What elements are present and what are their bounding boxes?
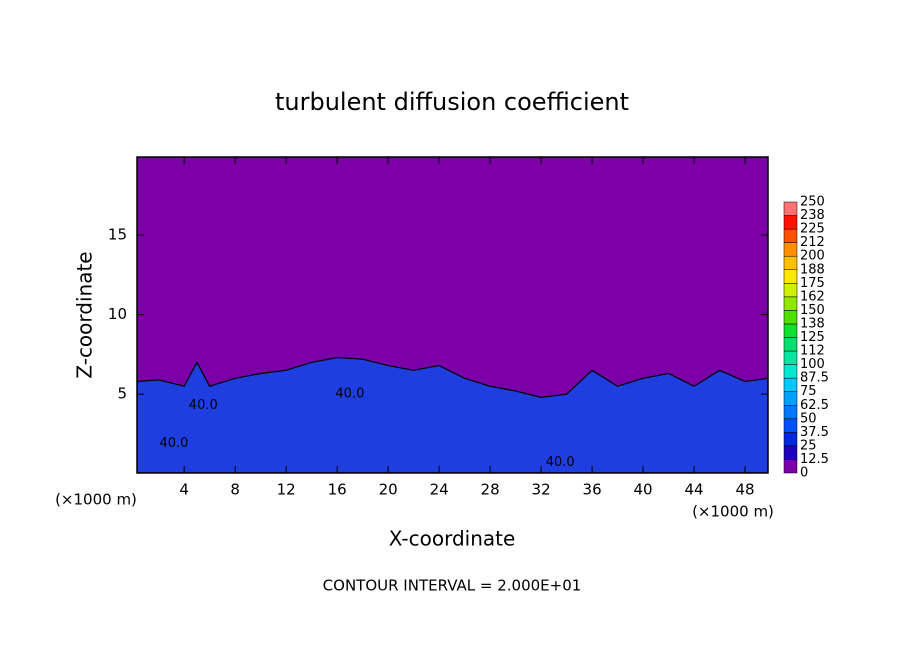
x-tick-label: 28 bbox=[481, 481, 500, 499]
y-tick-label: 15 bbox=[108, 226, 127, 244]
colorbar-label: 87.5 bbox=[800, 371, 829, 386]
contour-label: 40.0 bbox=[546, 455, 575, 470]
colorbar-label: 25 bbox=[800, 438, 817, 453]
x-tick-label: 4 bbox=[179, 481, 189, 499]
x-tick-label: 40 bbox=[634, 481, 653, 499]
colorbar-segment bbox=[783, 459, 798, 474]
colorbar-segment bbox=[783, 255, 798, 271]
x-tick-label: 36 bbox=[583, 481, 602, 499]
contour-label: 40.0 bbox=[159, 436, 188, 451]
colorbar-label: 175 bbox=[800, 276, 825, 291]
colorbar-label: 162 bbox=[800, 289, 825, 304]
colorbar-segment bbox=[783, 337, 798, 352]
y-axis-label: Z-coordinate bbox=[73, 251, 97, 378]
x-tick-label: 44 bbox=[685, 481, 704, 499]
colorbar-label: 75 bbox=[800, 384, 817, 399]
colorbar-segment bbox=[783, 350, 798, 365]
x-tick-label: 16 bbox=[328, 481, 347, 499]
colorbar-label: 100 bbox=[800, 357, 825, 372]
x-tick-label: 48 bbox=[736, 481, 755, 499]
colorbar-label: 12.5 bbox=[800, 452, 829, 467]
colorbar-label: 62.5 bbox=[800, 398, 829, 413]
colorbar-label: 37.5 bbox=[800, 425, 829, 440]
colorbar-segment bbox=[783, 242, 798, 257]
colorbar-label: 200 bbox=[800, 249, 825, 264]
colorbar-label: 225 bbox=[800, 222, 825, 237]
x-unit: (×1000 m) bbox=[55, 491, 137, 509]
colorbar-segment bbox=[783, 310, 798, 325]
x-tick-label: 32 bbox=[532, 481, 551, 499]
colorbar-segment bbox=[783, 432, 798, 447]
contour-label: 40.0 bbox=[335, 387, 364, 402]
colorbar-label: 188 bbox=[800, 262, 825, 277]
colorbar-label: 125 bbox=[800, 330, 825, 345]
colorbar-segment bbox=[783, 445, 798, 460]
colorbar-segment bbox=[783, 405, 798, 420]
chart-title: turbulent diffusion coefficient bbox=[275, 88, 629, 116]
colorbar-label: 112 bbox=[800, 344, 825, 359]
colorbar-label: 138 bbox=[800, 316, 825, 331]
colorbar-label: 238 bbox=[800, 208, 825, 223]
turbulent-layer bbox=[137, 356, 768, 473]
contour-label: 40.0 bbox=[189, 398, 218, 413]
x-tick-label: 20 bbox=[379, 481, 398, 499]
y-tick-label: 10 bbox=[108, 305, 127, 323]
colorbar-label: 50 bbox=[800, 411, 817, 426]
x-unit: (×1000 m) bbox=[692, 503, 774, 521]
x-tick-label: 24 bbox=[430, 481, 449, 499]
colorbar-segment bbox=[783, 269, 798, 284]
colorbar-segment bbox=[783, 364, 798, 379]
colorbar-label: 0 bbox=[800, 466, 808, 481]
y-tick-label: 5 bbox=[117, 385, 127, 403]
colorbar-label: 212 bbox=[800, 235, 825, 250]
colorbar-segment bbox=[783, 296, 798, 311]
colorbar-segment bbox=[783, 377, 798, 392]
colorbar-segment bbox=[783, 391, 798, 406]
colorbar-segment bbox=[783, 215, 798, 230]
colorbar-segment bbox=[783, 228, 798, 243]
plot-area bbox=[137, 157, 768, 473]
x-tick-label: 8 bbox=[230, 481, 240, 499]
x-tick-label: 12 bbox=[277, 481, 296, 499]
footer: CONTOUR INTERVAL = 2.000E+01 bbox=[323, 577, 582, 595]
x-axis-label: X-coordinate bbox=[389, 527, 516, 551]
colorbar-segment bbox=[783, 283, 798, 298]
colorbar-label: 250 bbox=[800, 195, 825, 210]
colorbar-segment bbox=[783, 323, 798, 338]
colorbar-label: 150 bbox=[800, 303, 825, 318]
colorbar-segment bbox=[783, 418, 798, 433]
colorbar-segment bbox=[783, 201, 798, 216]
